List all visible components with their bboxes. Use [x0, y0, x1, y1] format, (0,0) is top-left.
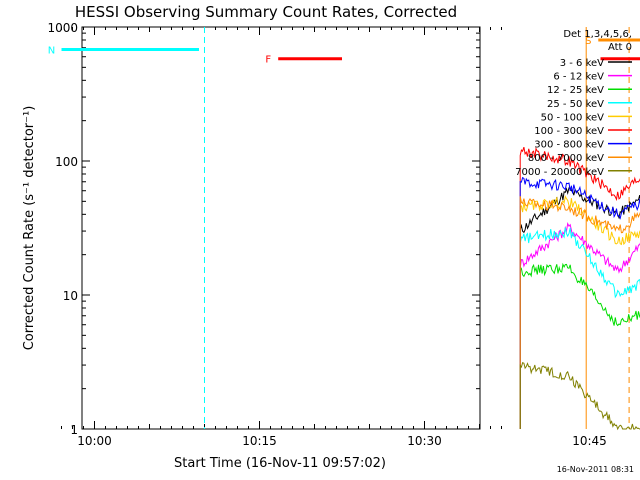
x-axis-label: Start Time (16-Nov-11 09:57:02)	[174, 456, 386, 471]
series-line	[519, 187, 640, 429]
flag-bars: F N S	[48, 36, 640, 66]
axis-ticks	[61, 27, 502, 430]
y-tick-label: 1	[70, 423, 78, 437]
y-tick-label: 1000	[47, 21, 78, 35]
series-lines	[519, 146, 640, 431]
x-tick-label: 10:30	[407, 434, 442, 448]
legend-label: 25 - 50 keV	[547, 99, 604, 110]
flag-label: N	[48, 45, 55, 56]
plot-frame	[81, 26, 481, 430]
legend: Det 1,3,4,5,6, Att 0 3 - 6 keV 6 - 12 keV…	[515, 29, 632, 178]
legend-label: 6 - 12 keV	[553, 72, 604, 83]
plot-area	[81, 26, 481, 430]
series-line	[519, 262, 640, 429]
marker-lines	[204, 27, 630, 429]
legend-label: 7000 - 20000 keV	[515, 167, 604, 178]
y-tick-label: 10	[63, 289, 78, 303]
legend-header-1: Det 1,3,4,5,6,	[563, 29, 632, 40]
series-line	[519, 195, 640, 429]
series-line	[519, 362, 640, 431]
y-axis-label: Corrected Count Rate (s⁻¹ detector⁻¹)	[22, 106, 37, 351]
legend-label: 300 - 800 keV	[534, 140, 604, 151]
flag-label: S	[585, 36, 591, 47]
x-tick-label: 10:45	[572, 434, 607, 448]
legend-label: 800 - 7000 keV	[528, 153, 604, 164]
y-tick-labels: 1 10 100 1000	[47, 21, 78, 437]
series-line	[519, 146, 640, 429]
timestamp: 16-Nov-2011 08:31	[557, 465, 634, 474]
series-line	[519, 221, 640, 429]
legend-header-2: Att 0	[608, 42, 632, 53]
x-tick-label: 10:15	[242, 434, 277, 448]
series-line	[519, 176, 640, 429]
legend-label: 100 - 300 keV	[534, 126, 604, 137]
legend-label: 12 - 25 keV	[547, 85, 604, 96]
flag-label: F	[265, 55, 271, 66]
series-line	[519, 196, 640, 429]
x-tick-label: 10:00	[77, 434, 112, 448]
legend-label: 50 - 100 keV	[541, 112, 605, 123]
legend-label: 3 - 6 keV	[560, 58, 604, 69]
y-tick-label: 100	[55, 155, 78, 169]
chart-title: HESSI Observing Summary Count Rates, Cor…	[75, 3, 457, 21]
legend-items: 3 - 6 keV 6 - 12 keV 12 - 25 keV 25 - 50 ke…	[515, 58, 632, 178]
series-line	[519, 227, 640, 429]
